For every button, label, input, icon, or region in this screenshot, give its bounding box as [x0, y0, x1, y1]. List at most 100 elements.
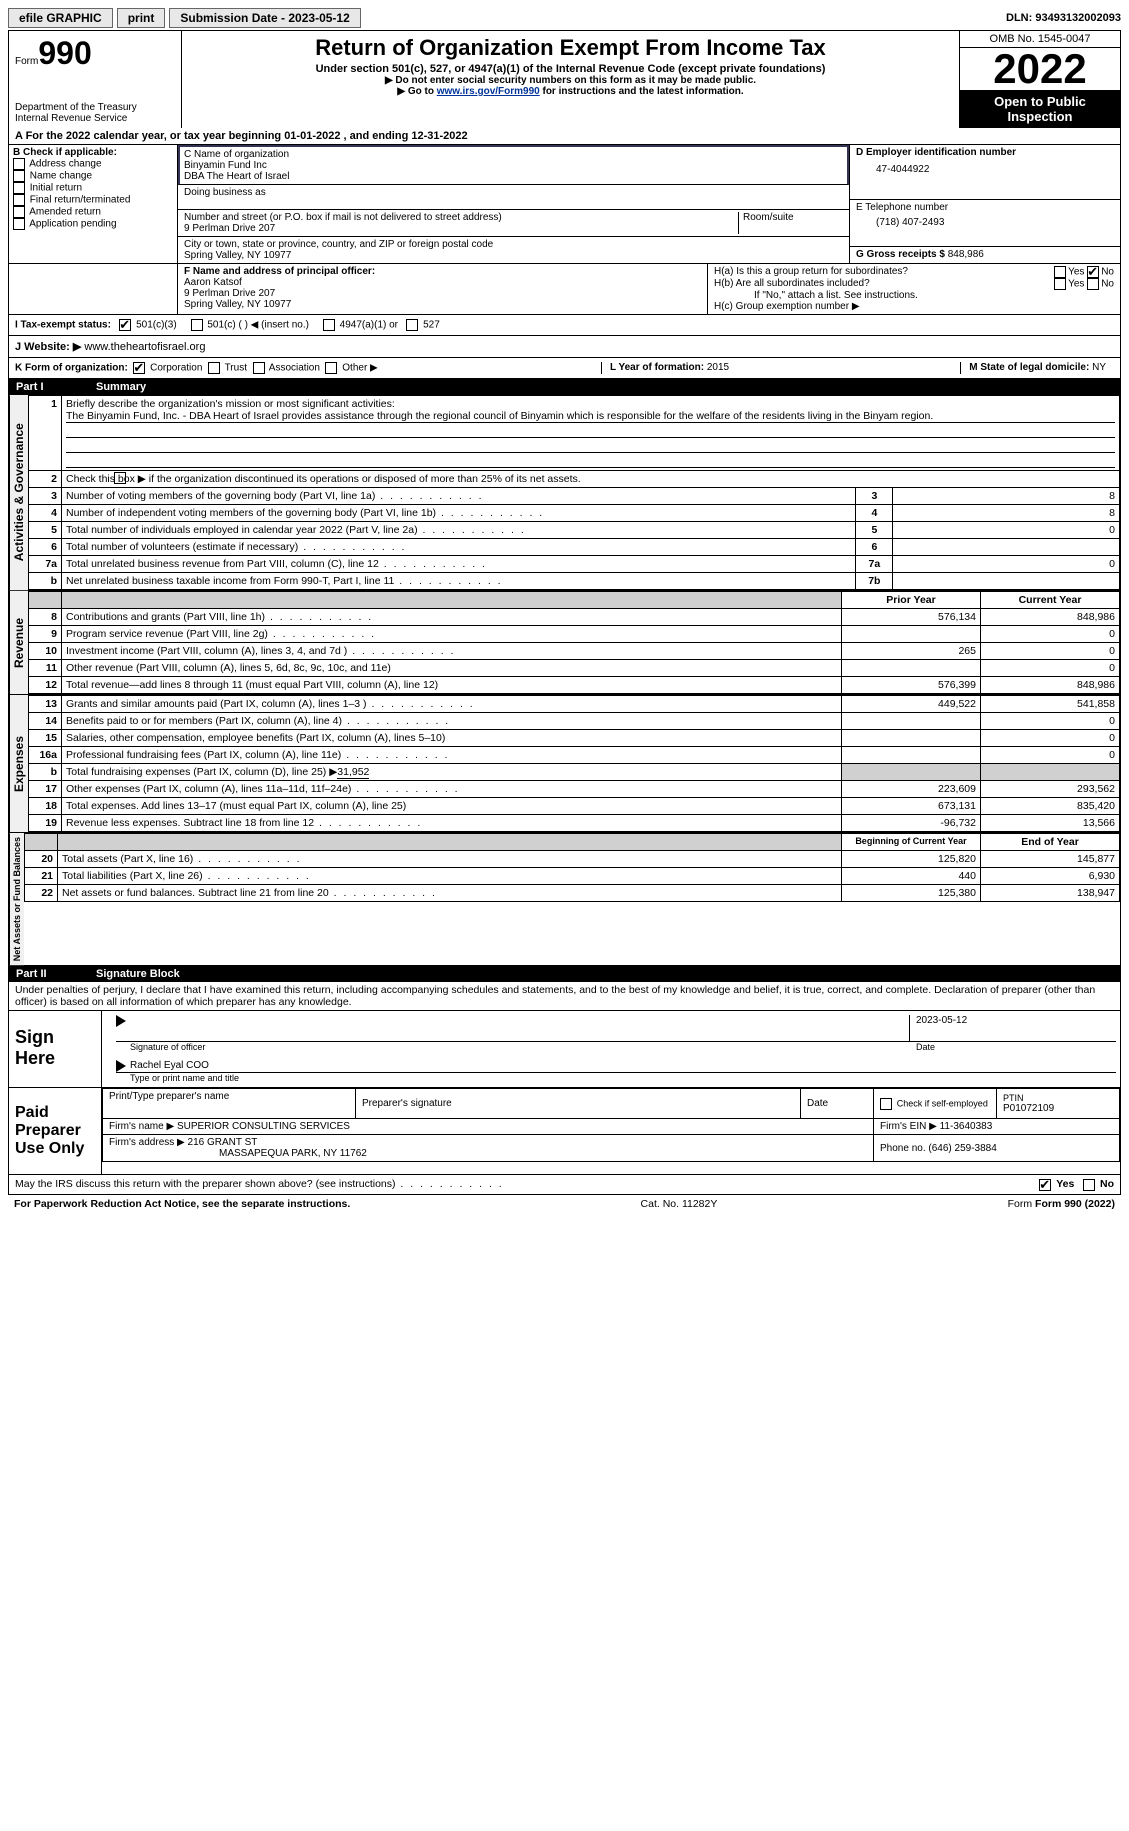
exp17-p: 223,609: [842, 781, 981, 798]
net21-c: 6,930: [981, 868, 1120, 885]
phone-value: (718) 407-2493: [856, 213, 1114, 228]
date-label: Date: [916, 1042, 1116, 1052]
val3: 8: [893, 488, 1120, 505]
exp17-c: 293,562: [981, 781, 1120, 798]
rev9-d: Program service revenue (Part VIII, line…: [66, 628, 376, 640]
domicile-label: M State of legal domicile:: [969, 362, 1089, 373]
gross-value: 848,986: [948, 249, 984, 260]
exp14-p: [842, 713, 981, 730]
irs-link[interactable]: www.irs.gov/Form990: [437, 86, 540, 97]
activities-section: Activities & Governance 1 Briefly descri…: [8, 395, 1121, 591]
opt-501c3: 501(c)(3): [136, 320, 177, 331]
city-label: City or town, state or province, country…: [184, 239, 843, 250]
sign-here-label: Sign Here: [9, 1011, 101, 1087]
officer-name: Aaron Katsof: [184, 277, 701, 288]
discuss-no: No: [1100, 1178, 1114, 1190]
line3: Number of voting members of the governin…: [66, 490, 484, 502]
officer-name-title: Rachel Eyal COO: [130, 1060, 1116, 1072]
col-current: Current Year: [981, 592, 1120, 609]
line2: Check this box ▶ if the organization dis…: [66, 473, 581, 485]
firm-ein: 11-3640383: [940, 1121, 993, 1132]
line7b: Net unrelated business taxable income fr…: [66, 575, 503, 587]
net20-p: 125,820: [842, 851, 981, 868]
side-net: Net Assets or Fund Balances: [9, 833, 24, 965]
org-name2: DBA The Heart of Israel: [184, 171, 843, 182]
open-to-public: Open to Public Inspection: [960, 90, 1120, 128]
net21-d: Total liabilities (Part X, line 26): [62, 870, 311, 882]
exp14-d: Benefits paid to or for members (Part IX…: [66, 715, 450, 727]
website-row: J Website: ▶ www.theheartofisrael.org: [8, 336, 1121, 358]
exp13-d: Grants and similar amounts paid (Part IX…: [66, 698, 475, 710]
col-eoy: End of Year: [981, 834, 1120, 851]
ein-value: 47-4044922: [856, 158, 1114, 175]
exp15-p: [842, 730, 981, 747]
arrow-icon: [116, 1060, 126, 1072]
form-footer: Form 990 (2022): [1035, 1198, 1115, 1210]
exp18-p: 673,131: [842, 798, 981, 815]
val7b: [893, 573, 1120, 590]
efile-label: efile GRAPHIC: [8, 8, 113, 28]
exp13-c: 541,858: [981, 696, 1120, 713]
submission-date: Submission Date - 2023-05-12: [169, 8, 360, 28]
paperwork-note: For Paperwork Reduction Act Notice, see …: [14, 1198, 350, 1210]
discuss-yes: Yes: [1056, 1178, 1074, 1190]
rev8-d: Contributions and grants (Part VIII, lin…: [66, 611, 373, 623]
rev10-d: Investment income (Part VIII, column (A)…: [66, 645, 455, 657]
footer-row: For Paperwork Reduction Act Notice, see …: [8, 1195, 1121, 1213]
website-label: J Website: ▶: [15, 341, 81, 353]
rev10-p: 265: [842, 643, 981, 660]
val5: 0: [893, 522, 1120, 539]
tax-exempt-row: I Tax-exempt status: 501(c)(3) 501(c) ( …: [8, 315, 1121, 336]
box-b-label: B Check if applicable:: [13, 147, 173, 158]
exp16a-c: 0: [981, 747, 1120, 764]
rev11-d: Other revenue (Part VIII, column (A), li…: [66, 662, 391, 674]
type-name-label: Type or print name and title: [130, 1073, 1116, 1083]
paid-label: Paid Preparer Use Only: [9, 1088, 101, 1174]
part2-num: Part II: [16, 968, 96, 980]
rev10-c: 0: [981, 643, 1120, 660]
arrow-icon: [116, 1015, 126, 1027]
dba-label: Doing business as: [184, 187, 843, 198]
rev11-c: 0: [981, 660, 1120, 677]
goto-prefix: ▶ Go to: [397, 86, 436, 97]
opt-527: 527: [423, 320, 440, 331]
firm-addr2: MASSAPEQUA PARK, NY 11762: [109, 1148, 367, 1159]
street: 9 Perlman Drive 207: [184, 223, 738, 234]
part1-title: Summary: [96, 381, 146, 393]
klm-row: K Form of organization: Corporation Trus…: [8, 358, 1121, 379]
rev9-c: 0: [981, 626, 1120, 643]
tax-year: 2022: [960, 48, 1120, 90]
year-formation-label: L Year of formation:: [610, 362, 704, 373]
side-activities: Activities & Governance: [9, 395, 28, 590]
mission-label: Briefly describe the organization's miss…: [66, 398, 395, 410]
city-value: Spring Valley, NY 10977: [184, 250, 843, 261]
prep-sig-label: Preparer's signature: [362, 1098, 794, 1109]
opt-amended: Amended return: [29, 207, 101, 218]
ha-yes: Yes: [1068, 267, 1084, 278]
form-org-label: K Form of organization:: [15, 363, 128, 374]
sign-here-row: Sign Here 2023-05-12 Signature of office…: [8, 1011, 1121, 1088]
part1-header: Part I Summary: [8, 379, 1121, 395]
opt-corp: Corporation: [150, 363, 202, 374]
dept-treasury: Department of the Treasury: [15, 102, 175, 113]
prep-date-label: Date: [801, 1089, 874, 1119]
net21-p: 440: [842, 868, 981, 885]
discuss-text: May the IRS discuss this return with the…: [15, 1178, 504, 1190]
sig-officer-label: Signature of officer: [130, 1042, 916, 1052]
exp13-p: 449,522: [842, 696, 981, 713]
officer-group-row: F Name and address of principal officer:…: [8, 264, 1121, 315]
col-prior: Prior Year: [842, 592, 981, 609]
entity-info: B Check if applicable: Address change Na…: [8, 145, 1121, 264]
domicile: NY: [1092, 362, 1106, 373]
val7a: 0: [893, 556, 1120, 573]
expb-v: 31,952: [337, 766, 369, 779]
rev8-c: 848,986: [981, 609, 1120, 626]
cat-no: Cat. No. 11282Y: [641, 1198, 718, 1210]
print-button[interactable]: print: [117, 8, 166, 28]
net20-c: 145,877: [981, 851, 1120, 868]
opt-final-return: Final return/terminated: [30, 195, 131, 206]
rev12-c: 848,986: [981, 677, 1120, 694]
rev9-p: [842, 626, 981, 643]
paid-preparer-row: Paid Preparer Use Only Print/Type prepar…: [8, 1088, 1121, 1175]
val6: [893, 539, 1120, 556]
